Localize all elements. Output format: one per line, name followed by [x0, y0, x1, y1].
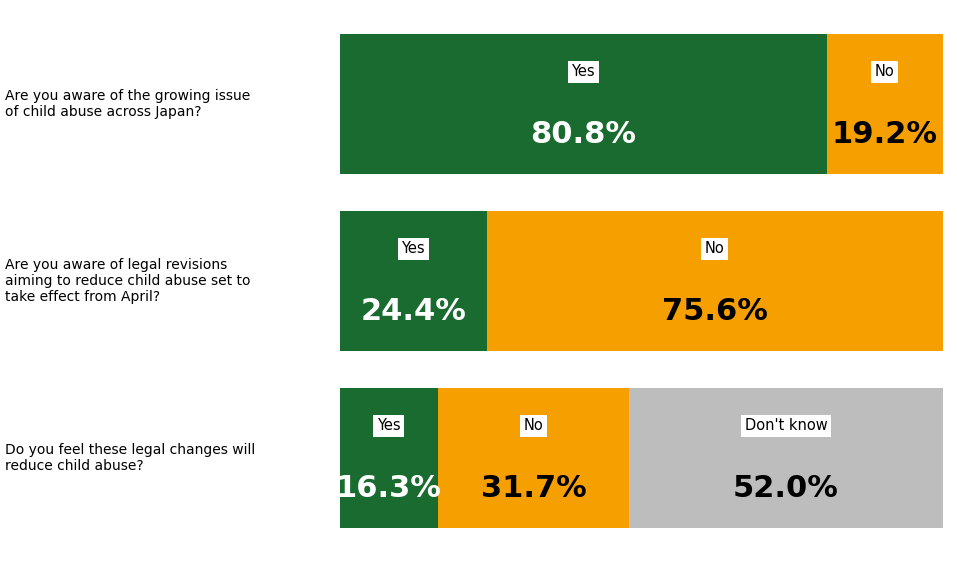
Text: 31.7%: 31.7% [480, 474, 587, 504]
Text: No: No [705, 241, 724, 256]
Text: No: No [523, 418, 544, 433]
Bar [340, 34, 827, 174]
Text: 52.0%: 52.0% [733, 474, 839, 504]
Bar [340, 388, 438, 528]
Bar [438, 388, 629, 528]
Text: Are you aware of the growing issue
of child abuse across Japan?: Are you aware of the growing issue of ch… [5, 89, 250, 119]
Text: Yes: Yes [402, 241, 425, 256]
Bar [629, 388, 943, 528]
Text: Don't know: Don't know [745, 418, 827, 433]
Text: No: No [875, 64, 895, 79]
Text: 75.6%: 75.6% [662, 297, 768, 327]
Bar [827, 34, 943, 174]
Text: 16.3%: 16.3% [336, 474, 442, 504]
Bar [487, 211, 943, 351]
Text: 80.8%: 80.8% [530, 120, 636, 149]
Text: Yes: Yes [571, 64, 595, 79]
Text: Do you feel these legal changes will
reduce child abuse?: Do you feel these legal changes will red… [5, 443, 255, 473]
Text: Are you aware of legal revisions
aiming to reduce child abuse set to
take effect: Are you aware of legal revisions aiming … [5, 258, 251, 304]
Bar [340, 211, 487, 351]
Text: Yes: Yes [377, 418, 401, 433]
Text: 19.2%: 19.2% [832, 120, 938, 149]
Text: 24.4%: 24.4% [361, 297, 466, 327]
